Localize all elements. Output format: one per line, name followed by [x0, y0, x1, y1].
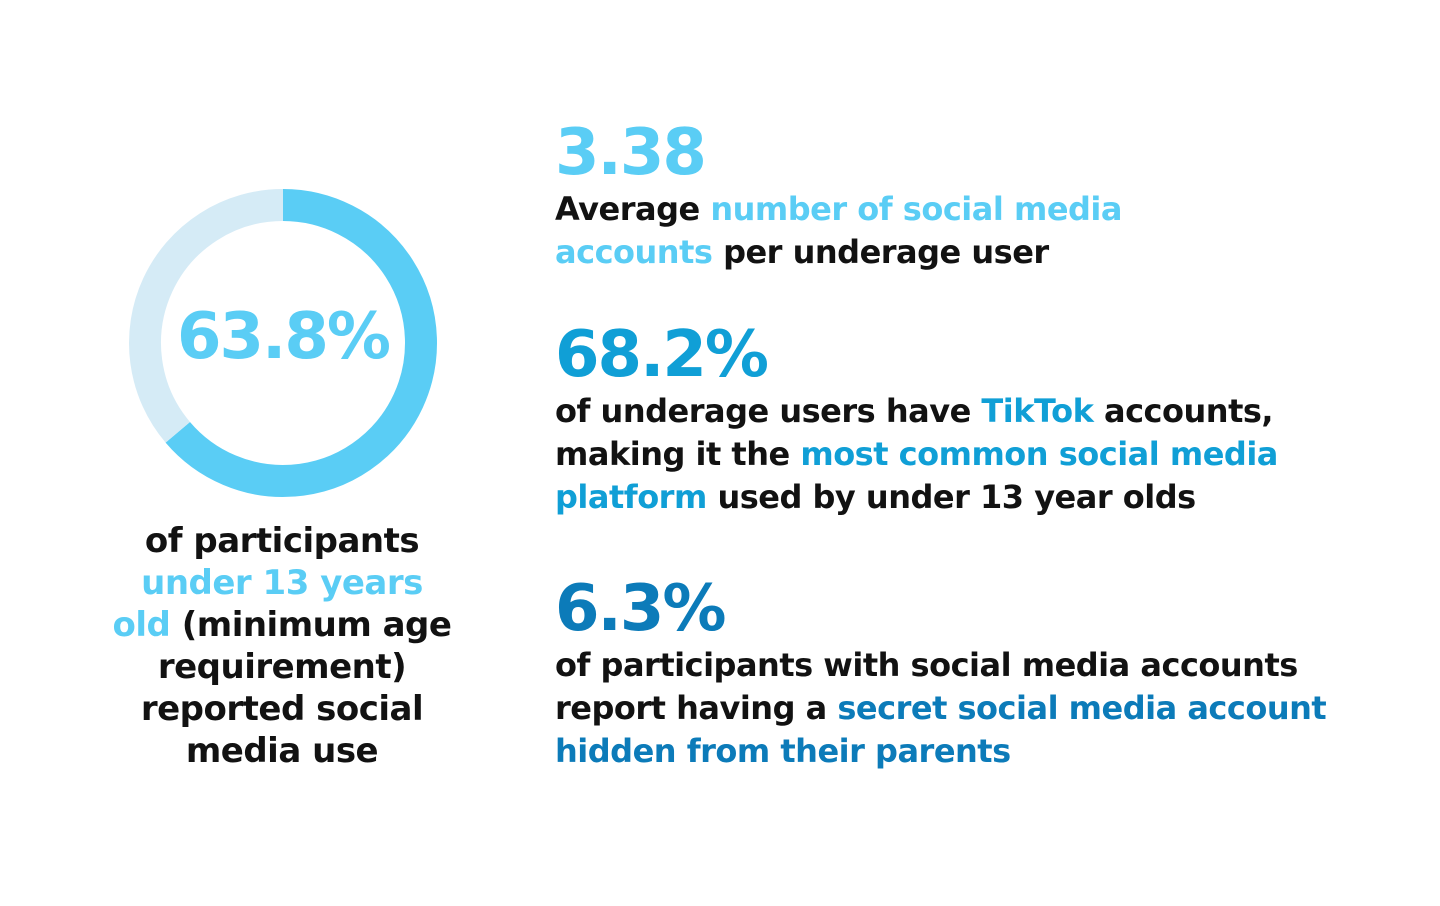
stat-text: of participants with social media accoun…: [555, 646, 1298, 727]
stat-text: of underage users have: [555, 392, 982, 430]
stat-text-end: used by under 13 year olds: [706, 478, 1196, 516]
donut-center-value: 63.8%: [176, 300, 391, 374]
stat-highlight: most common social media platform: [555, 435, 1278, 516]
stat-text-mid: accounts, making it the: [555, 392, 1274, 473]
stat-value: 6.3%: [555, 572, 727, 646]
stat-value: 3.38: [555, 116, 707, 190]
stat-accounts-per-user: 3.38 Average number of social media acco…: [555, 118, 1175, 274]
stat-highlight-tiktok: TikTok: [981, 392, 1094, 430]
donut-caption-text: of participants: [144, 521, 420, 561]
stat-secret-account: 6.3% of participants with social media a…: [555, 574, 1335, 773]
stat-text-end: per underage user: [712, 233, 1049, 271]
donut-caption-text-end: (minimum age requirement) reported socia…: [140, 605, 452, 771]
stat-text: Average: [555, 190, 711, 228]
donut-slice-remainder: [129, 189, 284, 443]
donut-caption-highlight: under 13 years old: [112, 563, 424, 645]
stat-description: of participants with social media accoun…: [555, 644, 1335, 773]
stat-highlight: number of social media accounts: [555, 190, 1122, 271]
stat-highlight: secret social media account hidden from …: [555, 689, 1327, 770]
stat-tiktok: 68.2% of underage users have TikTok acco…: [555, 320, 1315, 519]
donut-slice-reported: [165, 189, 437, 497]
stat-description: Average number of social media accounts …: [555, 188, 1175, 274]
donut-chart: [129, 189, 437, 497]
stat-value: 68.2%: [555, 318, 769, 392]
stat-description: of underage users have TikTok accounts, …: [555, 390, 1315, 519]
donut-caption: of participants under 13 years old (mini…: [110, 520, 454, 772]
